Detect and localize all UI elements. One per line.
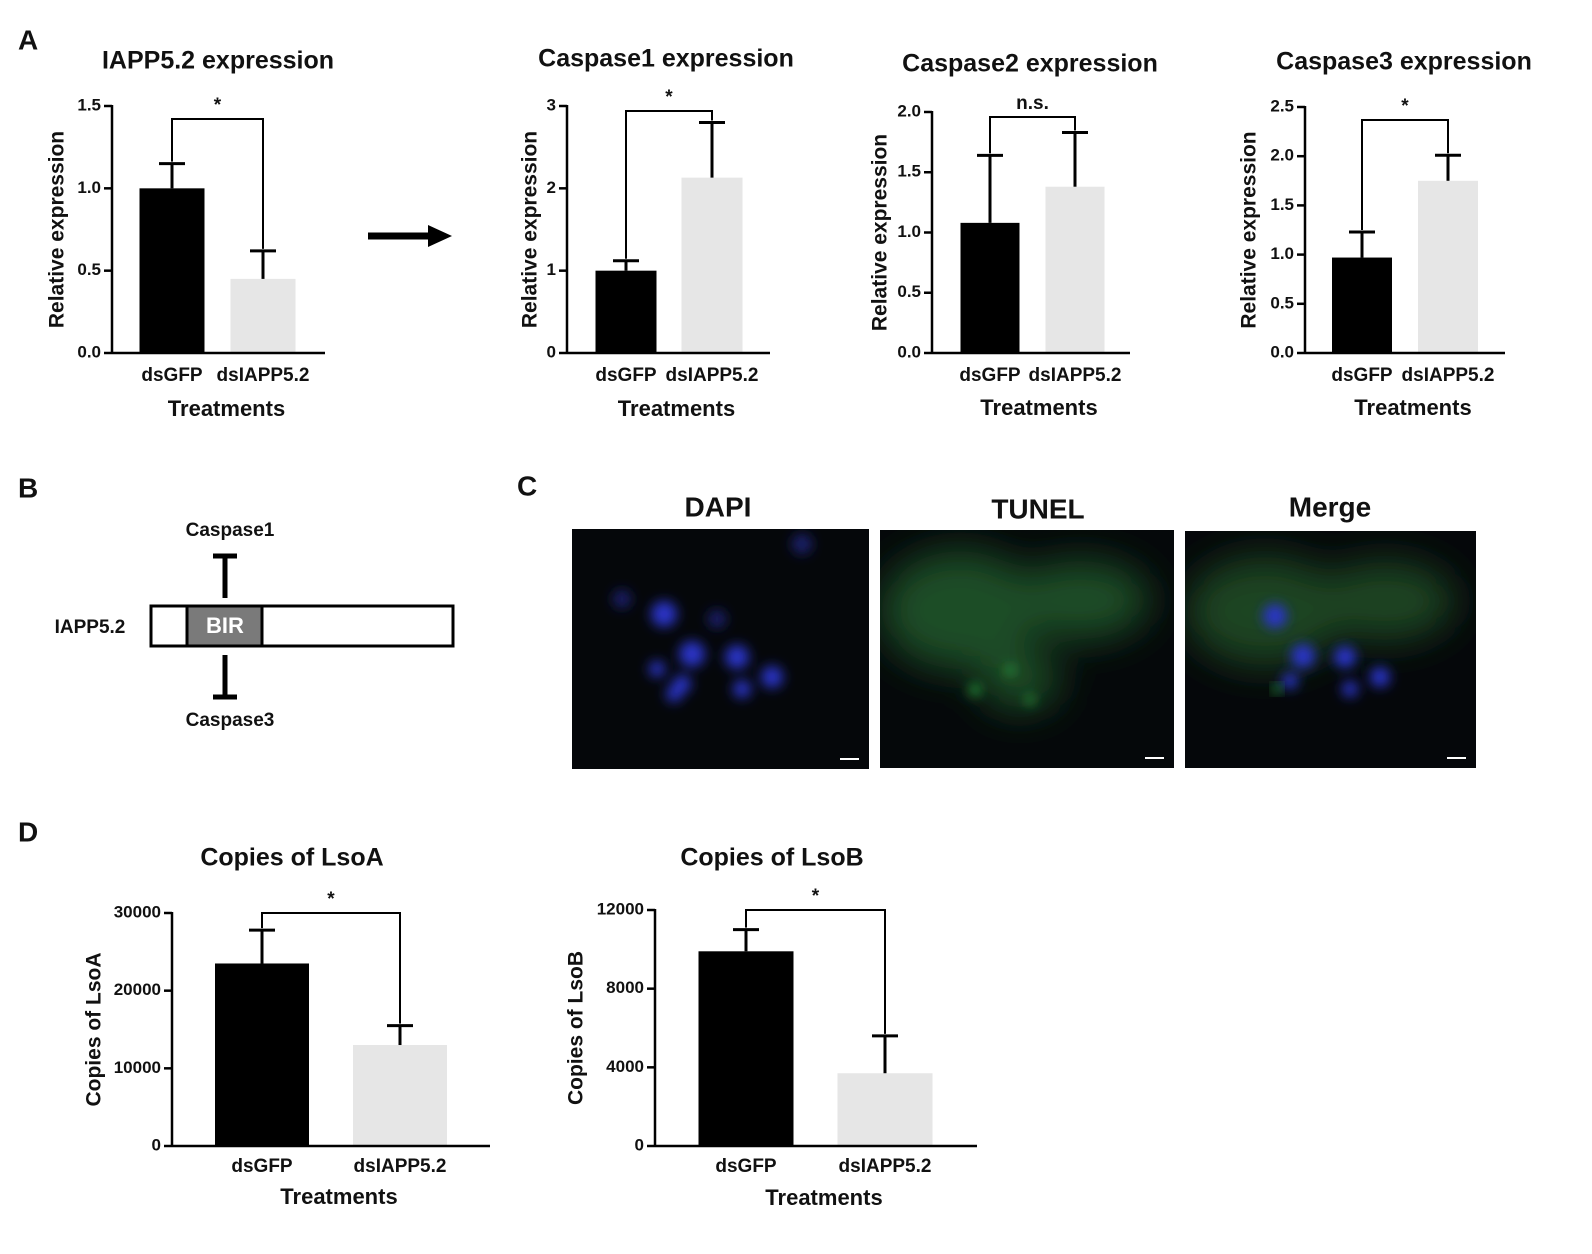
chart-title: Copies of LsoA — [200, 844, 383, 872]
merge-image — [1185, 531, 1476, 768]
microscopy-images: DAPI TUNEL Merge — [572, 491, 1476, 769]
x-tick-label: dsGFP — [231, 1156, 293, 1177]
bar — [1332, 257, 1392, 353]
significance-label: * — [665, 87, 673, 108]
x-tick-label: dsIAPP5.2 — [839, 1156, 932, 1177]
chart-title: Caspase1 expression — [538, 45, 794, 73]
domain-diagram: Caspase1 BIR IAPP5.2 Caspase3 — [55, 520, 455, 731]
panel-label: A — [18, 24, 38, 55]
y-tick-label: 0.5 — [77, 260, 101, 279]
y-axis-label: Copies of LsoA — [83, 952, 106, 1106]
bar — [837, 1073, 933, 1146]
y-tick-label: 0.0 — [77, 342, 101, 361]
arrow — [368, 225, 452, 247]
y-axis-label: Relative expression — [869, 134, 892, 331]
y-tick-label: 0.0 — [1270, 342, 1294, 361]
bar — [230, 278, 296, 353]
x-axis-label: Treatments — [1354, 395, 1471, 420]
y-tick-label: 0 — [547, 342, 556, 361]
bar — [960, 222, 1020, 353]
diagram-label: Caspase1 — [186, 520, 275, 541]
y-tick-label: 0.5 — [1270, 293, 1294, 312]
y-tick-label: 4000 — [606, 1057, 644, 1076]
domain-label: BIR — [206, 613, 244, 638]
y-tick-label: 0 — [635, 1135, 644, 1154]
x-tick-label: dsIAPP5.2 — [1402, 365, 1495, 386]
significance-bracket — [745, 909, 886, 1034]
significance-label: * — [1401, 96, 1409, 117]
x-tick-label: dsIAPP5.2 — [354, 1156, 447, 1177]
image-title: DAPI — [685, 491, 752, 522]
x-axis-label: Treatments — [280, 1184, 397, 1209]
image-title: Merge — [1289, 491, 1371, 522]
x-tick-label: dsGFP — [595, 365, 657, 386]
chart-title: Caspase3 expression — [1276, 48, 1532, 76]
significance-label: n.s. — [1016, 93, 1049, 114]
x-tick-label: dsIAPP5.2 — [217, 365, 310, 386]
bar — [1045, 186, 1105, 353]
y-axis-label: Relative expression — [46, 131, 69, 328]
y-tick-label: 2.5 — [1270, 96, 1294, 115]
y-tick-label: 0 — [152, 1135, 161, 1154]
significance-bracket — [989, 116, 1076, 154]
y-tick-label: 1.5 — [897, 162, 921, 181]
bar — [1418, 180, 1478, 353]
y-tick-label: 3 — [547, 95, 556, 114]
significance-label: * — [214, 95, 222, 116]
chart-title: Caspase2 expression — [902, 50, 1158, 78]
x-axis-label: Treatments — [765, 1185, 882, 1210]
y-axis-label: Relative expression — [1238, 131, 1261, 328]
bar — [353, 1045, 447, 1146]
significance-bracket — [1361, 119, 1449, 230]
significance-bracket — [261, 912, 401, 1024]
panel-label: B — [18, 472, 38, 503]
x-tick-label: dsGFP — [715, 1156, 777, 1177]
significance-bracket — [171, 118, 264, 249]
significance-label: * — [327, 889, 335, 910]
bar — [698, 951, 794, 1146]
y-tick-label: 1.5 — [77, 95, 101, 114]
bar — [595, 270, 657, 353]
tunel-image — [880, 530, 1174, 768]
y-axis-label: Copies of LsoB — [565, 951, 588, 1105]
bar — [139, 188, 205, 353]
diagram-label: Caspase3 — [186, 710, 275, 731]
x-axis-label: Treatments — [168, 396, 285, 421]
bar — [681, 177, 743, 353]
chart-title: Copies of LsoB — [680, 844, 863, 872]
panel-label: D — [18, 816, 38, 847]
protein-label: IAPP5.2 — [55, 617, 126, 638]
y-tick-label: 0.0 — [897, 342, 921, 361]
panel-label: C — [517, 470, 537, 501]
y-tick-label: 1.0 — [77, 178, 101, 197]
x-axis-label: Treatments — [980, 395, 1097, 420]
chart-title: IAPP5.2 expression — [102, 47, 334, 75]
y-axis-label: Relative expression — [519, 131, 542, 328]
y-tick-label: 2 — [547, 178, 556, 197]
y-tick-label: 1.0 — [897, 222, 921, 241]
y-tick-label: 30000 — [114, 902, 161, 921]
x-tick-label: dsGFP — [959, 365, 1021, 386]
y-tick-label: 1 — [547, 260, 556, 279]
significance-label: * — [812, 886, 820, 907]
y-tick-label: 8000 — [606, 978, 644, 997]
y-tick-label: 0.5 — [897, 282, 921, 301]
x-tick-label: dsIAPP5.2 — [666, 365, 759, 386]
x-tick-label: dsGFP — [1331, 365, 1393, 386]
y-tick-label: 1.0 — [1270, 244, 1294, 263]
y-tick-label: 10000 — [114, 1058, 161, 1077]
y-tick-label: 1.5 — [1270, 195, 1294, 214]
dapi-image — [572, 529, 869, 769]
bar — [215, 963, 309, 1146]
image-title: TUNEL — [991, 493, 1084, 524]
x-tick-label: dsIAPP5.2 — [1029, 365, 1122, 386]
significance-bracket — [625, 110, 713, 259]
y-tick-label: 2.0 — [1270, 146, 1294, 165]
x-tick-label: dsGFP — [141, 365, 203, 386]
y-tick-label: 20000 — [114, 980, 161, 999]
x-axis-label: Treatments — [618, 396, 735, 421]
y-tick-label: 12000 — [597, 899, 644, 918]
y-tick-label: 2.0 — [897, 101, 921, 120]
